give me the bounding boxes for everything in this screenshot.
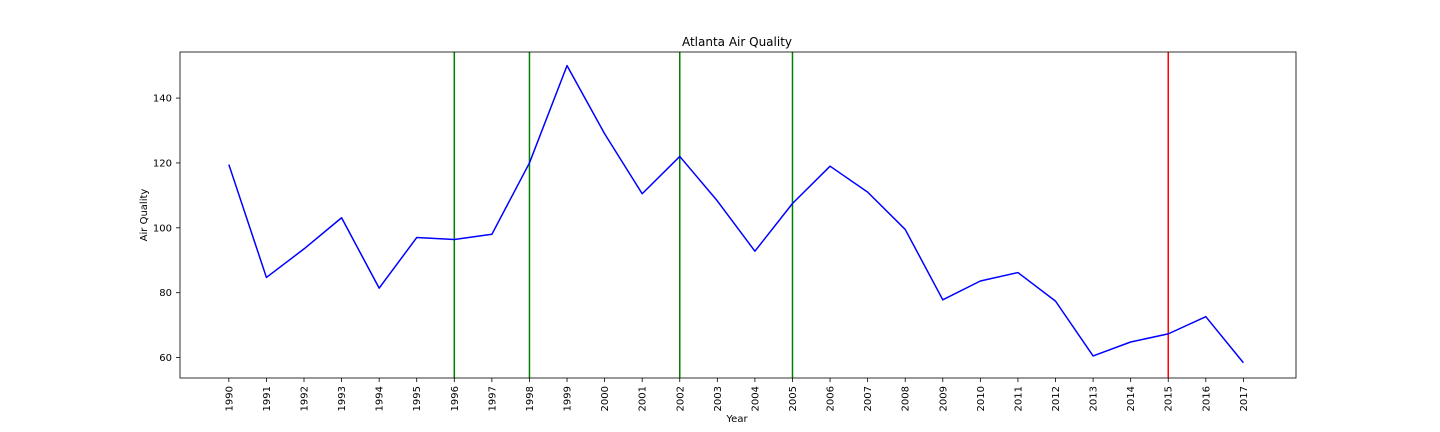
x-tick-label: 2005 xyxy=(788,386,799,411)
series-line-0 xyxy=(228,64,1244,364)
x-tick-label: 1990 xyxy=(224,386,235,411)
x-tick-label: 2009 xyxy=(938,386,949,411)
x-tick-label: 2016 xyxy=(1201,386,1212,411)
y-axis-label: Air Quality xyxy=(139,189,150,242)
y-tick-label: 120 xyxy=(153,158,172,169)
x-tick-label: 1997 xyxy=(487,386,498,411)
x-tick-label: 2011 xyxy=(1013,386,1024,411)
x-tick-label: 2006 xyxy=(826,386,837,411)
x-tick-label: 2017 xyxy=(1239,386,1250,411)
y-tick-label: 60 xyxy=(159,353,172,364)
plot-frame xyxy=(179,51,1297,379)
x-axis-label: Year xyxy=(725,414,748,425)
y-tick-label: 140 xyxy=(153,94,172,105)
x-tick-label: 2002 xyxy=(675,386,686,411)
chart-title: Atlanta Air Quality xyxy=(682,35,792,49)
x-tick-label: 2004 xyxy=(750,386,761,411)
x-tick-label: 1994 xyxy=(375,386,386,411)
x-tick-label: 2000 xyxy=(600,386,611,411)
x-tick-label: 2008 xyxy=(901,386,912,411)
plot-area: 60 80 100 120 140 1990 1991 1992 1993 1994 1995 199… xyxy=(153,51,1297,411)
x-tick-label: 1996 xyxy=(450,386,461,411)
x-tick-label: 2012 xyxy=(1051,386,1062,411)
x-tick-label: 2014 xyxy=(1126,386,1137,411)
x-tick-label: 2007 xyxy=(863,386,874,411)
y-tick-label: 100 xyxy=(153,223,172,234)
x-tick-label: 2013 xyxy=(1089,386,1100,411)
x-tick-label: 2010 xyxy=(976,386,987,411)
x-tick-label: 2003 xyxy=(713,386,724,411)
x-tick-label: 2001 xyxy=(638,386,649,411)
x-tick-label: 1999 xyxy=(563,386,574,411)
x-tick-label: 1991 xyxy=(262,386,273,411)
x-tick-label: 1998 xyxy=(525,386,536,411)
x-tick-label: 2015 xyxy=(1164,386,1175,411)
x-tick-label: 1993 xyxy=(337,386,348,411)
x-tick-label: 1992 xyxy=(300,386,311,411)
x-tick-label: 1995 xyxy=(412,386,423,411)
y-tick-label: 80 xyxy=(159,288,172,299)
